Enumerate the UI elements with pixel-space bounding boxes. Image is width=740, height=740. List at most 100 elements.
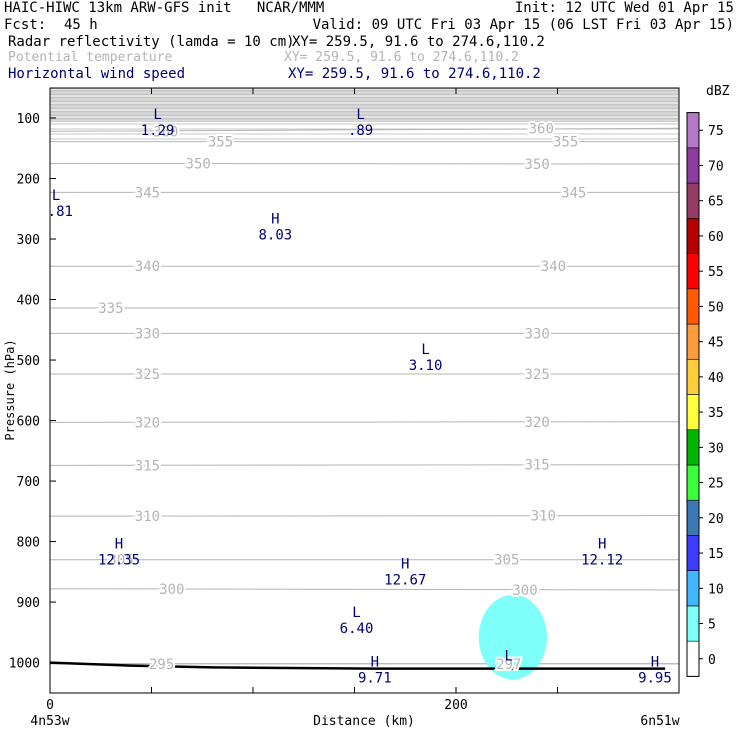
colorbar-label: 50 [708, 300, 724, 315]
wind-extremum-letter: L [421, 342, 429, 358]
forecast-hours: 45 h [64, 17, 98, 33]
colorbar-label: 35 [708, 406, 724, 421]
colorbar-swatch [686, 429, 700, 466]
wind-extremum-letter: H [115, 537, 123, 553]
theta-contour-label: 355 [208, 135, 233, 151]
colorbar-label: 45 [708, 336, 724, 351]
wind-extremum-letter: H [271, 212, 279, 228]
init-time: Init: 12 UTC Wed 01 Apr 15 [514, 0, 734, 16]
chart-title: HAIC-HIWC 13km ARW-GFS init NCAR/MMM [4, 0, 325, 16]
theta-contour-label: 330 [525, 326, 550, 342]
colorbar-label: 5 [708, 618, 716, 633]
colorbar-swatch [686, 640, 700, 677]
x-tick-label: 200 [444, 698, 467, 713]
theta-contour-label: 345 [561, 185, 586, 201]
theta-contour-label: 355 [553, 135, 578, 151]
x-right-endpoint: 6n51w [640, 714, 679, 729]
wind-extremum-value: 1.29 [141, 123, 175, 139]
x-tick-label: 0 [46, 698, 54, 713]
colorbar-label: 40 [708, 371, 724, 386]
colorbar-label: 65 [708, 195, 724, 210]
wind-extremum-letter: L [352, 605, 360, 621]
colorbar-unit: dBZ [706, 84, 730, 99]
theta-contour-label: 350 [525, 157, 550, 173]
y-tick-label: 500 [17, 354, 40, 369]
colorbar-label: 10 [708, 582, 724, 597]
theta-contour-label: 310 [135, 509, 160, 525]
wind-extremum-value: 8.03 [258, 228, 292, 244]
wind-extremum-letter: H [651, 655, 659, 671]
colorbar-frame [686, 112, 700, 677]
theta-contour-label: 345 [135, 185, 160, 201]
y-tick-label: 300 [17, 233, 40, 248]
theta-contour-label: 310 [531, 509, 556, 525]
theta-contour-label: 330 [135, 326, 160, 342]
wind-extremum-value: 12.67 [384, 573, 426, 589]
theta-contour-label: 350 [186, 156, 211, 172]
y-tick-label: 800 [17, 536, 40, 551]
y-tick-label: 700 [17, 475, 40, 490]
colorbar-label: 15 [708, 547, 724, 562]
colorbar-swatch [686, 288, 700, 325]
colorbar-swatch [686, 464, 700, 501]
wind-extremum-value: .89 [348, 123, 373, 139]
field-wind-xy: XY= 259.5, 91.6 to 274.6,110.2 [288, 66, 541, 82]
colorbar-swatch [686, 253, 700, 290]
y-axis-label: Pressure (hPa) [3, 339, 17, 440]
wind-extremum-letter: L [356, 107, 364, 123]
colorbar-label: 30 [708, 441, 724, 456]
colorbar-swatch [686, 535, 700, 571]
field-theta-name: Potential temperature [8, 50, 173, 65]
theta-contour-label: 300 [512, 583, 537, 599]
theta-contour [50, 421, 679, 423]
forecast-label: Fcst: [4, 17, 47, 33]
wind-extremum-value: 12.35 [98, 553, 140, 569]
theta-contour-label: 295 [149, 657, 174, 673]
colorbar-swatch [686, 147, 700, 184]
theta-contour [50, 588, 679, 591]
wind-extremum-value: 2.81 [39, 204, 73, 220]
field-reflectivity-xy: XY= 259.5, 91.6 to 274.6,110.2 [292, 34, 545, 50]
wind-extremum-letter: L [52, 188, 60, 204]
theta-contour-label: 360 [153, 124, 178, 140]
colorbar-label: 25 [708, 477, 724, 492]
theta-contour-label: 297 [496, 657, 521, 673]
colorbar-swatch [686, 112, 700, 149]
colorbar-swatch [686, 499, 700, 536]
theta-contour-label: 320 [135, 415, 160, 431]
theta-contour [50, 464, 679, 466]
theta-contour-label: 325 [135, 367, 160, 383]
theta-contour-label: 305 [494, 553, 519, 569]
wind-extremum-value: 9.95 [638, 671, 672, 687]
y-tick-label: 600 [17, 415, 40, 430]
colorbar-label: 60 [708, 230, 724, 245]
theta-contour [50, 515, 679, 517]
theta-contour-label: 320 [525, 415, 550, 431]
field-wind-name: Horizontal wind speed [8, 66, 186, 82]
colorbar-label: 70 [708, 159, 724, 174]
terrain-line [50, 661, 666, 670]
colorbar-swatch [686, 323, 700, 360]
theta-contour-label: 340 [135, 259, 160, 275]
colorbar-swatch [686, 182, 700, 219]
wind-extremum-letter: H [371, 655, 379, 671]
theta-contour-label: 315 [135, 458, 160, 474]
y-tick-label: 900 [17, 596, 40, 611]
wind-extremum-value: 12.12 [581, 553, 623, 569]
colorbar-swatch [686, 570, 700, 607]
field-theta-xy: XY= 259.5, 91.6 to 274.6,110.2 [284, 50, 519, 65]
colorbar-label: 0 [708, 653, 716, 668]
theta-contour-label: 340 [541, 259, 566, 275]
reflectivity-cell [478, 594, 547, 680]
theta-contour-label: 315 [525, 458, 550, 474]
valid-time: Valid: 09 UTC Fri 03 Apr 15 (06 LST Fri … [312, 17, 734, 33]
theta-contour-label: 305 [108, 553, 133, 569]
colorbar-label: 55 [708, 265, 724, 280]
wind-extremum-value: 3.10 [409, 358, 443, 374]
wind-extremum-letter: L [153, 107, 161, 123]
wind-extremum-letter: H [598, 537, 606, 553]
x-axis-label: Distance (km) [313, 714, 415, 729]
theta-contour-label: 325 [525, 367, 550, 383]
wind-extremum-value: 6.40 [340, 621, 374, 637]
